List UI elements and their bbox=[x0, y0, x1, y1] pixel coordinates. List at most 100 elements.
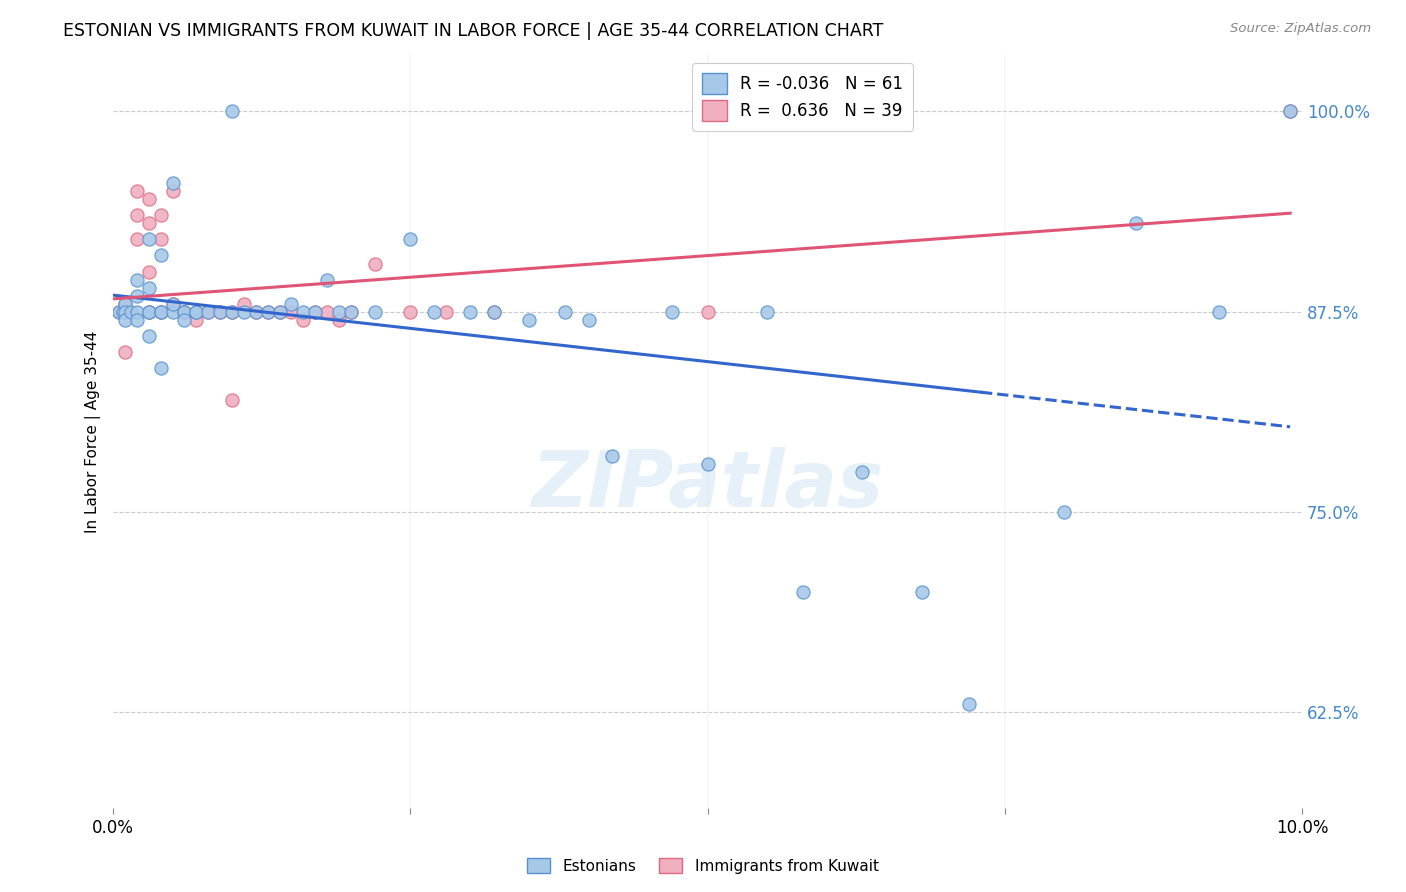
Point bbox=[399, 304, 422, 318]
Point bbox=[434, 304, 457, 318]
Point bbox=[232, 296, 254, 310]
Point bbox=[399, 232, 422, 246]
Point bbox=[957, 698, 980, 712]
Point bbox=[482, 304, 505, 318]
Point bbox=[910, 585, 932, 599]
Point bbox=[269, 304, 291, 318]
Point bbox=[138, 280, 160, 294]
Point bbox=[173, 304, 195, 318]
Point bbox=[423, 304, 446, 318]
Point bbox=[340, 304, 363, 318]
Point bbox=[209, 304, 232, 318]
Point bbox=[173, 304, 195, 318]
Point bbox=[162, 177, 184, 191]
Point bbox=[1053, 505, 1076, 519]
Point bbox=[173, 304, 195, 318]
Point bbox=[316, 272, 339, 286]
Point bbox=[661, 304, 683, 318]
Point bbox=[602, 449, 624, 463]
Point bbox=[756, 304, 779, 318]
Point bbox=[292, 312, 315, 326]
Point bbox=[114, 296, 136, 310]
Point bbox=[138, 264, 160, 278]
Point bbox=[162, 304, 184, 318]
Point bbox=[256, 304, 278, 318]
Point bbox=[125, 312, 148, 326]
Point bbox=[125, 232, 148, 246]
Point bbox=[363, 256, 385, 270]
Point bbox=[221, 304, 243, 318]
Point bbox=[792, 585, 814, 599]
Y-axis label: In Labor Force | Age 35-44: In Labor Force | Age 35-44 bbox=[86, 331, 101, 533]
Point bbox=[304, 304, 326, 318]
Point bbox=[114, 312, 136, 326]
Point bbox=[209, 304, 232, 318]
Point bbox=[232, 304, 254, 318]
Point bbox=[173, 312, 195, 326]
Point bbox=[1125, 216, 1147, 230]
Text: ESTONIAN VS IMMIGRANTS FROM KUWAIT IN LABOR FORCE | AGE 35-44 CORRELATION CHART: ESTONIAN VS IMMIGRANTS FROM KUWAIT IN LA… bbox=[63, 22, 883, 40]
Point bbox=[149, 304, 172, 318]
Point bbox=[111, 304, 134, 318]
Point bbox=[138, 304, 160, 318]
Point bbox=[138, 232, 160, 246]
Point bbox=[125, 304, 148, 318]
Point bbox=[340, 304, 363, 318]
Point bbox=[197, 304, 219, 318]
Point bbox=[292, 304, 315, 318]
Text: Source: ZipAtlas.com: Source: ZipAtlas.com bbox=[1230, 22, 1371, 36]
Point bbox=[138, 304, 160, 318]
Point bbox=[114, 344, 136, 359]
Point bbox=[245, 304, 267, 318]
Point bbox=[482, 304, 505, 318]
Point bbox=[173, 304, 195, 318]
Point bbox=[162, 296, 184, 310]
Point bbox=[221, 392, 243, 407]
Point bbox=[517, 312, 540, 326]
Point bbox=[162, 296, 184, 310]
Point bbox=[138, 193, 160, 207]
Point bbox=[221, 104, 243, 119]
Point bbox=[162, 185, 184, 199]
Point bbox=[125, 288, 148, 302]
Point bbox=[149, 208, 172, 222]
Point bbox=[1279, 104, 1302, 119]
Point bbox=[245, 304, 267, 318]
Point bbox=[125, 208, 148, 222]
Point bbox=[316, 304, 339, 318]
Point bbox=[108, 304, 131, 318]
Point bbox=[851, 465, 873, 479]
Point bbox=[138, 304, 160, 318]
Point bbox=[186, 304, 208, 318]
Point bbox=[696, 304, 718, 318]
Point bbox=[186, 304, 208, 318]
Point bbox=[280, 304, 302, 318]
Point bbox=[125, 272, 148, 286]
Point bbox=[256, 304, 278, 318]
Point bbox=[114, 304, 136, 318]
Point bbox=[114, 304, 136, 318]
Point bbox=[149, 232, 172, 246]
Point bbox=[149, 248, 172, 262]
Point bbox=[363, 304, 385, 318]
Point bbox=[554, 304, 576, 318]
Legend: R = -0.036   N = 61, R =  0.636   N = 39: R = -0.036 N = 61, R = 0.636 N = 39 bbox=[692, 63, 914, 131]
Point bbox=[149, 360, 172, 375]
Text: ZIPatlas: ZIPatlas bbox=[531, 447, 884, 523]
Point bbox=[120, 304, 142, 318]
Point bbox=[108, 304, 131, 318]
Point bbox=[114, 296, 136, 310]
Point bbox=[280, 296, 302, 310]
Point bbox=[304, 304, 326, 318]
Point bbox=[269, 304, 291, 318]
Point bbox=[138, 328, 160, 343]
Legend: Estonians, Immigrants from Kuwait: Estonians, Immigrants from Kuwait bbox=[522, 852, 884, 880]
Point bbox=[149, 304, 172, 318]
Point bbox=[578, 312, 600, 326]
Point bbox=[1279, 104, 1302, 119]
Point bbox=[149, 304, 172, 318]
Point bbox=[696, 457, 718, 471]
Point bbox=[1208, 304, 1230, 318]
Point bbox=[125, 185, 148, 199]
Point bbox=[328, 304, 350, 318]
